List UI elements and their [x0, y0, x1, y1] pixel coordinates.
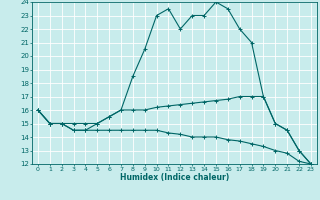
- X-axis label: Humidex (Indice chaleur): Humidex (Indice chaleur): [120, 173, 229, 182]
